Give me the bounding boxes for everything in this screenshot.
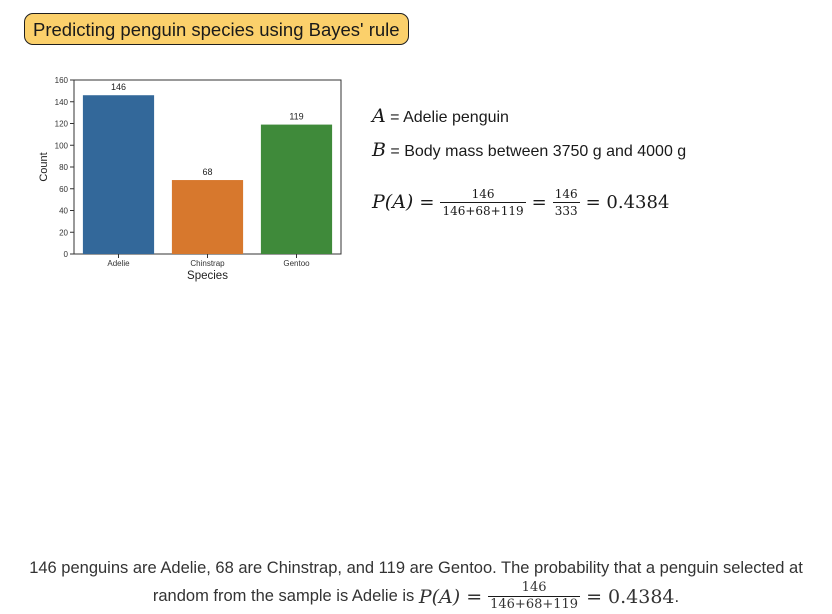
- definition-b-text: = Body mass between 3750 g and 4000 g: [385, 143, 687, 160]
- caption-fraction-bar: [488, 596, 581, 597]
- y-tick-label: 80: [59, 163, 68, 172]
- caption-fraction: 146 146+68+119: [488, 580, 581, 612]
- bar-adelie: [82, 95, 155, 254]
- fraction-1-bar: [440, 201, 526, 203]
- y-tick-label: 160: [55, 76, 69, 85]
- fraction-2-numerator: 146: [554, 186, 578, 201]
- y-tick-label: 20: [59, 228, 68, 237]
- definition-b: B = Body mass between 3750 g and 4000 g: [372, 138, 686, 172]
- caption-line-1: 146 penguins are Adelie, 68 are Chinstra…: [29, 559, 803, 577]
- caption-line-2-text: random from the sample is Adelie is: [152, 586, 419, 605]
- y-tick-label: 140: [55, 98, 69, 107]
- probability-equation: P(A) = 146 146+68+119 = 146 333 = 0.4384: [372, 184, 669, 220]
- variable-b: B: [372, 139, 386, 161]
- y-tick-label: 0: [64, 250, 69, 259]
- caption-fraction-numerator: 146: [521, 580, 547, 595]
- caption-equation-result: = 0.4384: [586, 585, 675, 608]
- y-tick-label: 100: [55, 141, 69, 150]
- data-label-chinstrap: 68: [202, 167, 212, 177]
- y-tick-label: 120: [55, 120, 69, 129]
- definition-a: A = Adelie penguin: [372, 104, 686, 138]
- equation-equals-2: =: [531, 191, 547, 213]
- fraction-1-denominator: 146+68+119: [442, 203, 524, 218]
- caption-equation-equals: =: [466, 585, 483, 608]
- fraction-2-denominator: 333: [554, 203, 578, 218]
- equation-result: = 0.4384: [585, 191, 670, 213]
- caption: 146 penguins are Adelie, 68 are Chinstra…: [0, 555, 832, 612]
- equation-fraction-2: 146 333: [552, 186, 580, 218]
- caption-line-2: random from the sample is Adelie is P(A)…: [0, 581, 832, 612]
- fraction-1-numerator: 146: [471, 186, 495, 201]
- equation-equals-1: =: [419, 191, 435, 213]
- equation-lhs: P(A): [372, 191, 414, 213]
- bar-chinstrap: [171, 180, 244, 254]
- caption-equation-lhs: P(A): [418, 585, 461, 608]
- definition-a-text: = Adelie penguin: [385, 109, 509, 126]
- equation-fraction-1: 146 146+68+119: [440, 186, 526, 218]
- x-tick-label-chinstrap: Chinstrap: [190, 259, 225, 268]
- caption-period: .: [674, 587, 680, 606]
- data-label-gentoo: 119: [289, 112, 303, 122]
- y-tick-label: 40: [59, 207, 68, 216]
- y-tick-label: 60: [59, 185, 68, 194]
- fraction-2-bar: [552, 201, 580, 203]
- species-count-bar-chart: 0 20 40 60 80 100 120 140 160 146 Adelie 68 Chinstra…: [38, 76, 342, 282]
- caption-equation: P(A) = 146 146+68+119 = 0.4384.: [419, 581, 679, 612]
- x-tick-label-gentoo: Gentoo: [283, 259, 310, 268]
- data-label-adelie: 146: [111, 82, 126, 92]
- variable-definitions: A = Adelie penguin B = Body mass between…: [372, 104, 686, 172]
- variable-a: A: [372, 105, 386, 127]
- page-title: Predicting penguin species using Bayes' …: [24, 13, 409, 45]
- x-axis-label: Species: [187, 270, 228, 282]
- y-axis-label: Count: [38, 152, 50, 181]
- bar-gentoo: [260, 124, 333, 255]
- caption-fraction-denominator: 146+68+119: [490, 597, 579, 612]
- x-tick-label-adelie: Adelie: [107, 259, 130, 268]
